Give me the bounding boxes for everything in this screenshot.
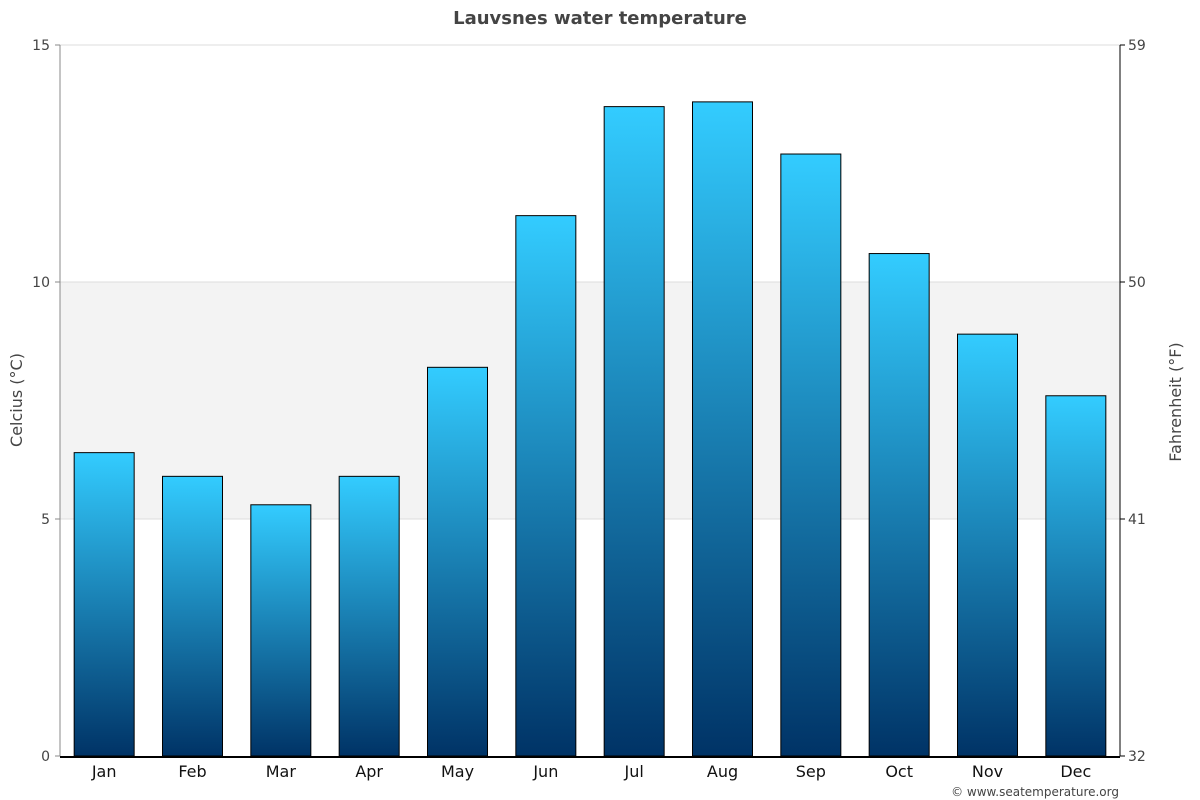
x-tick-label: Apr <box>355 762 383 781</box>
x-tick-label: Nov <box>972 762 1003 781</box>
y-axis-label-left: Celcius (°C) <box>7 353 26 447</box>
bar-may <box>427 366 488 757</box>
x-tick-label: Oct <box>885 762 913 781</box>
bar-oct <box>868 253 930 757</box>
x-tick-label: Mar <box>266 762 297 781</box>
credit: © www.seatemperature.org <box>951 785 1119 799</box>
x-tick-label: Jul <box>624 762 644 781</box>
x-tick-label: Feb <box>178 762 206 781</box>
x-tick-label: Sep <box>796 762 826 781</box>
x-tick-label: Jun <box>532 762 558 781</box>
y-right-tick-label: 50 <box>1128 275 1146 291</box>
bar-mar <box>250 504 312 757</box>
bar-jul <box>603 106 665 757</box>
x-tick-label: Aug <box>707 762 738 781</box>
y-tick-label: 0 <box>41 749 50 765</box>
y-right-tick-label: 32 <box>1128 749 1146 765</box>
y-tick-label: 10 <box>32 275 50 291</box>
bar-aug <box>692 101 753 757</box>
bar-dec <box>1045 395 1107 757</box>
highlight-band <box>60 282 1120 519</box>
x-tick-label: Dec <box>1060 762 1091 781</box>
y-axis-label-right: Fahrenheit (°F) <box>1166 342 1185 461</box>
bar-jan <box>73 452 135 757</box>
bar-sep <box>780 153 842 757</box>
bar-jun <box>515 215 577 757</box>
x-tick-label: Jan <box>91 762 117 781</box>
y-right-tick-label: 41 <box>1128 512 1146 528</box>
x-tick-label: May <box>441 762 474 781</box>
y-tick-label: 5 <box>41 512 50 528</box>
bar-nov <box>957 333 1018 757</box>
bar-apr <box>338 475 400 757</box>
y-tick-label: 15 <box>32 38 50 54</box>
bar-feb <box>162 475 223 757</box>
chart-title: Lauvsnes water temperature <box>453 8 747 29</box>
y-right-tick-label: 59 <box>1128 38 1146 54</box>
